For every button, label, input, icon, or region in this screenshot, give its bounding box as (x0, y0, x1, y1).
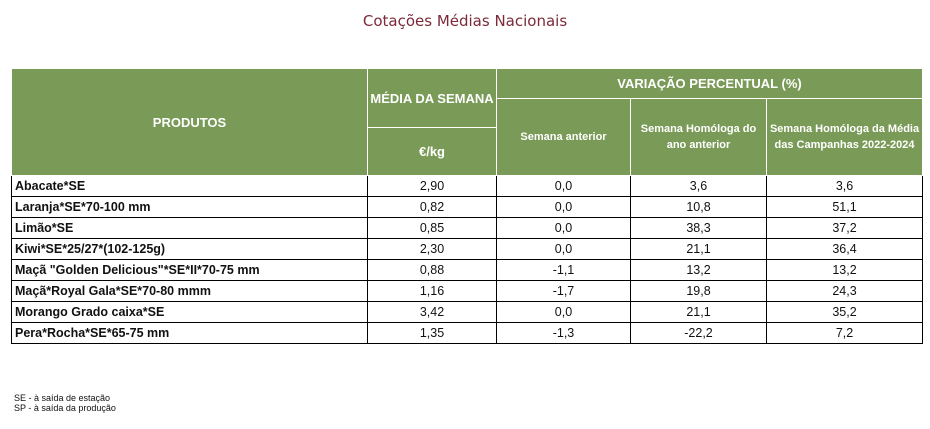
cell-produto: Limão*SE (11, 217, 368, 239)
cell-media: 2,90 (367, 175, 497, 197)
cell-semana-anterior: 0,0 (496, 217, 631, 239)
prices-table: PRODUTOS MÉDIA DA SEMANA VARIAÇÃO PERCEN… (11, 68, 924, 344)
cell-produto: Maçã "Golden Delicious"*SE*II*70-75 mm (11, 259, 368, 281)
header-produtos: PRODUTOS (11, 68, 368, 176)
page-title: Cotações Médias Nacionais (362, 12, 568, 30)
cell-produto: Morango Grado caixa*SE (11, 301, 368, 323)
table-row: Abacate*SE 2,90 0,0 3,6 3,6 (11, 175, 924, 197)
cell-produto: Abacate*SE (11, 175, 368, 197)
header-unit: €/kg (367, 127, 497, 176)
cell-media: 3,42 (367, 301, 497, 323)
cell-produto: Laranja*SE*70-100 mm (11, 196, 368, 218)
header-media-campanhas: Semana Homóloga da Média das Campanhas 2… (765, 98, 924, 176)
cell-semana-anterior: 0,0 (496, 196, 631, 218)
table-row: Maçã*Royal Gala*SE*70-80 mmm 1,16 -1,7 19,8… (11, 280, 924, 302)
cell-media: 0,85 (367, 217, 497, 239)
cell-media: 0,88 (367, 259, 497, 281)
table-row: Laranja*SE*70-100 mm 0,82 0,0 10,8 51,1 (11, 196, 924, 218)
cell-semana-anterior: -1,7 (496, 280, 631, 302)
cell-produto: Kiwi*SE*25/27*(102-125g) (11, 238, 368, 260)
cell-semana-homologa: 13,2 (630, 259, 767, 281)
cell-media: 1,16 (367, 280, 497, 302)
cell-semana-anterior: -1,3 (496, 322, 631, 344)
cell-semana-homologa: 38,3 (630, 217, 767, 239)
cell-semana-anterior: 0,0 (496, 238, 631, 260)
cell-media: 2,30 (367, 238, 497, 260)
cell-produto: Pera*Rocha*SE*65-75 mm (11, 322, 368, 344)
cell-media-campanhas: 36,4 (765, 238, 924, 260)
table-row: Morango Grado caixa*SE 3,42 0,0 21,1 35,2 (11, 301, 924, 323)
header-variacao: VARIAÇÃO PERCENTUAL (%) (495, 68, 924, 99)
cell-media: 0,82 (367, 196, 497, 218)
header-media: MÉDIA DA SEMANA (367, 68, 497, 128)
note-se: SE - à saída de estação (14, 393, 111, 403)
cell-media-campanhas: 13,2 (765, 259, 924, 281)
cell-semana-anterior: 0,0 (496, 301, 631, 323)
cell-media-campanhas: 7,2 (765, 322, 924, 344)
cell-media-campanhas: 3,6 (765, 175, 924, 197)
cell-semana-homologa: 10,8 (630, 196, 767, 218)
table-row: Maçã "Golden Delicious"*SE*II*70-75 mm 0,… (11, 259, 924, 281)
table-row: Pera*Rocha*SE*65-75 mm 1,35 -1,3 -22,2 7,2 (11, 322, 924, 344)
header-semana-homologa: Semana Homóloga do ano anterior (630, 98, 767, 176)
cell-media-campanhas: 35,2 (765, 301, 924, 323)
cell-semana-homologa: 3,6 (630, 175, 767, 197)
cell-media-campanhas: 51,1 (765, 196, 924, 218)
cell-semana-anterior: 0,0 (496, 175, 631, 197)
table-row: Kiwi*SE*25/27*(102-125g) 2,30 0,0 21,1 36,4 (11, 238, 924, 260)
cell-semana-homologa: 21,1 (630, 301, 767, 323)
cell-semana-homologa: 19,8 (630, 280, 767, 302)
cell-produto: Maçã*Royal Gala*SE*70-80 mmm (11, 280, 368, 302)
cell-semana-homologa: 21,1 (630, 238, 767, 260)
cell-media-campanhas: 24,3 (765, 280, 924, 302)
cell-semana-anterior: -1,1 (496, 259, 631, 281)
note-sp: SP - à saída da produção (14, 403, 116, 413)
header-semana-anterior: Semana anterior (496, 98, 631, 176)
cell-media-campanhas: 37,2 (765, 217, 924, 239)
table-row: Limão*SE 0,85 0,0 38,3 37,2 (11, 217, 924, 239)
cell-media: 1,35 (367, 322, 497, 344)
cell-semana-homologa: -22,2 (630, 322, 767, 344)
